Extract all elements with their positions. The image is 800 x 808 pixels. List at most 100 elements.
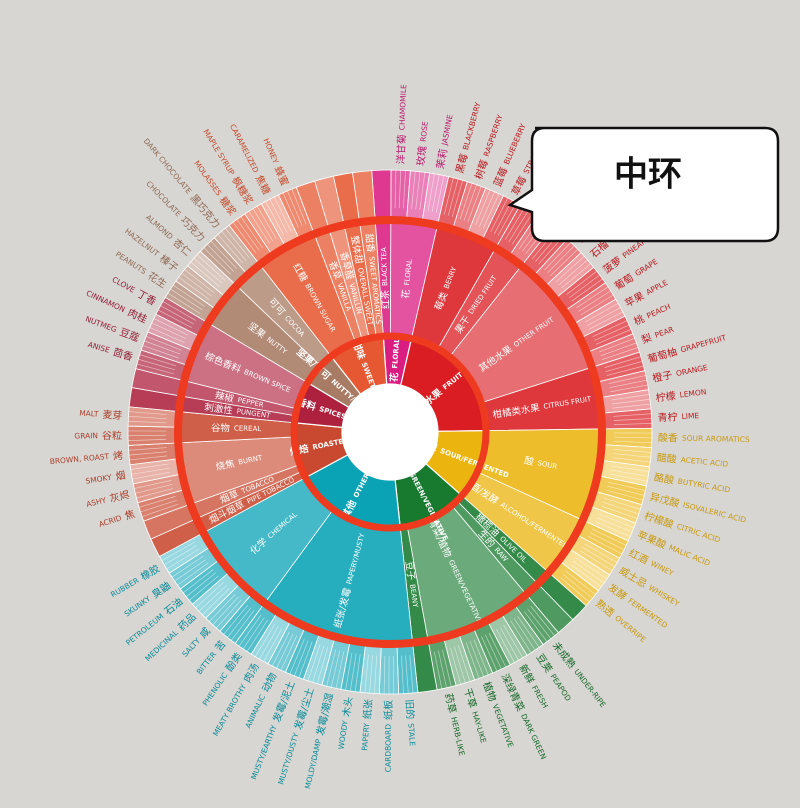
outer-stripe	[560, 577, 590, 603]
outer-stripe	[236, 219, 260, 251]
outer-stripe	[185, 572, 216, 597]
outer-stripe	[151, 322, 187, 340]
outer-stripe	[613, 449, 652, 453]
outer-stripe	[174, 559, 207, 582]
outer-label: 洋甘菊 CHAMOMILE	[394, 84, 410, 165]
outer-stripe	[499, 626, 519, 661]
outer-stripe	[608, 481, 646, 492]
outer-stripe	[571, 278, 603, 302]
outer-stripe	[508, 209, 530, 243]
outer-stripe	[584, 303, 619, 323]
outer-stripe	[166, 548, 200, 570]
outer-stripe	[149, 327, 185, 343]
outer-stripe	[210, 240, 237, 269]
outer-stripe	[527, 608, 552, 640]
outer-stripe	[603, 497, 641, 510]
outer-stripe	[467, 186, 482, 223]
outer-stripe	[613, 440, 652, 444]
label-en: FLORAL	[391, 338, 401, 369]
outer-stripe	[604, 356, 642, 368]
outer-stripe	[475, 189, 491, 226]
outer-stripe	[606, 489, 644, 501]
label-zh: 旧的	[403, 699, 417, 720]
outer-stripe	[503, 624, 524, 658]
outer-stripe	[223, 604, 249, 635]
outer-stripe	[606, 365, 644, 376]
label-zh: 木头	[340, 696, 355, 718]
outer-stripe	[443, 177, 454, 215]
outer-stripe	[612, 453, 651, 458]
outer-stripe	[172, 284, 205, 307]
outer-stripe	[451, 180, 464, 217]
outer-stripe	[458, 645, 471, 682]
outer-stripe	[569, 274, 600, 299]
outer-label: 茉莉JASMINE	[433, 113, 456, 170]
label-en: SOUR AROMATICS	[682, 434, 750, 445]
outer-stripe	[374, 655, 378, 694]
outer-stripe	[544, 242, 572, 271]
outer-stripe	[578, 290, 611, 312]
outer-stripe	[167, 292, 201, 314]
outer-stripe	[240, 216, 263, 249]
middle-highlight-ring	[174, 216, 606, 648]
label-zh: 纸张	[361, 699, 376, 720]
outer-stripe	[600, 342, 637, 357]
label-zh: 刺激性	[204, 401, 234, 417]
outer-label: 旧的 STALE	[403, 699, 419, 747]
outer-stripe	[584, 543, 618, 563]
outer-label: SMOKY 烟	[85, 468, 127, 487]
outer-stripe	[612, 398, 650, 405]
outer-stripe	[242, 617, 265, 650]
outer-stripe	[225, 227, 250, 258]
outer-stripe	[212, 596, 239, 626]
outer-stripe	[294, 640, 309, 677]
outer-stripe	[595, 521, 631, 537]
outer-stripe	[610, 384, 648, 393]
outer-stripe	[269, 199, 288, 234]
label-en: SMOKY	[85, 473, 113, 486]
outer-stripe	[128, 411, 167, 415]
outer-stripe	[484, 634, 502, 670]
outer-stripe	[230, 609, 255, 641]
inner-label: 花 FLORAL	[387, 337, 402, 382]
outer-stripe	[581, 546, 615, 568]
outer-stripe	[490, 197, 509, 233]
outer-stripe	[530, 606, 555, 637]
label-en: MALT	[79, 408, 99, 418]
outer-stripe	[609, 379, 647, 389]
outer-stripe	[128, 439, 167, 441]
outer-stripe	[488, 632, 507, 668]
label-zh: 豆子	[403, 561, 417, 582]
outer-stripe	[599, 338, 635, 353]
outer-stripe	[162, 301, 196, 321]
outer-stripe	[473, 639, 489, 676]
outer-stripe	[136, 363, 174, 375]
outer-stripe	[202, 588, 230, 616]
outer-stripe	[595, 329, 632, 345]
label-zh: 花	[399, 288, 412, 299]
label-en: LIME	[681, 411, 699, 421]
middle-label: 花 FLORAL	[399, 258, 416, 299]
outer-stripe	[454, 646, 466, 684]
outer-stripe	[182, 569, 214, 594]
inner-highlight-ring	[290, 332, 490, 532]
middle-label: 酸 SOUR	[523, 454, 558, 473]
outer-stripe	[611, 465, 650, 473]
outer-stripe	[128, 434, 167, 437]
outer-stripe	[415, 171, 421, 210]
outer-stripe	[588, 536, 622, 555]
outer-stripe	[144, 340, 181, 355]
outer-label: 玫瑰 ROSE	[414, 120, 432, 166]
outer-stripe	[547, 245, 575, 274]
outer-stripe	[316, 647, 329, 684]
callout-box	[507, 126, 780, 243]
outer-stripe	[592, 320, 628, 338]
label-en: ROSE	[419, 121, 430, 143]
outer-stripe	[550, 248, 578, 276]
outer-stripe	[588, 311, 623, 330]
outer-stripe	[427, 173, 435, 212]
outer-stripe	[135, 484, 173, 494]
label-en: CEREAL	[234, 424, 262, 433]
outer-stripe	[613, 436, 652, 439]
